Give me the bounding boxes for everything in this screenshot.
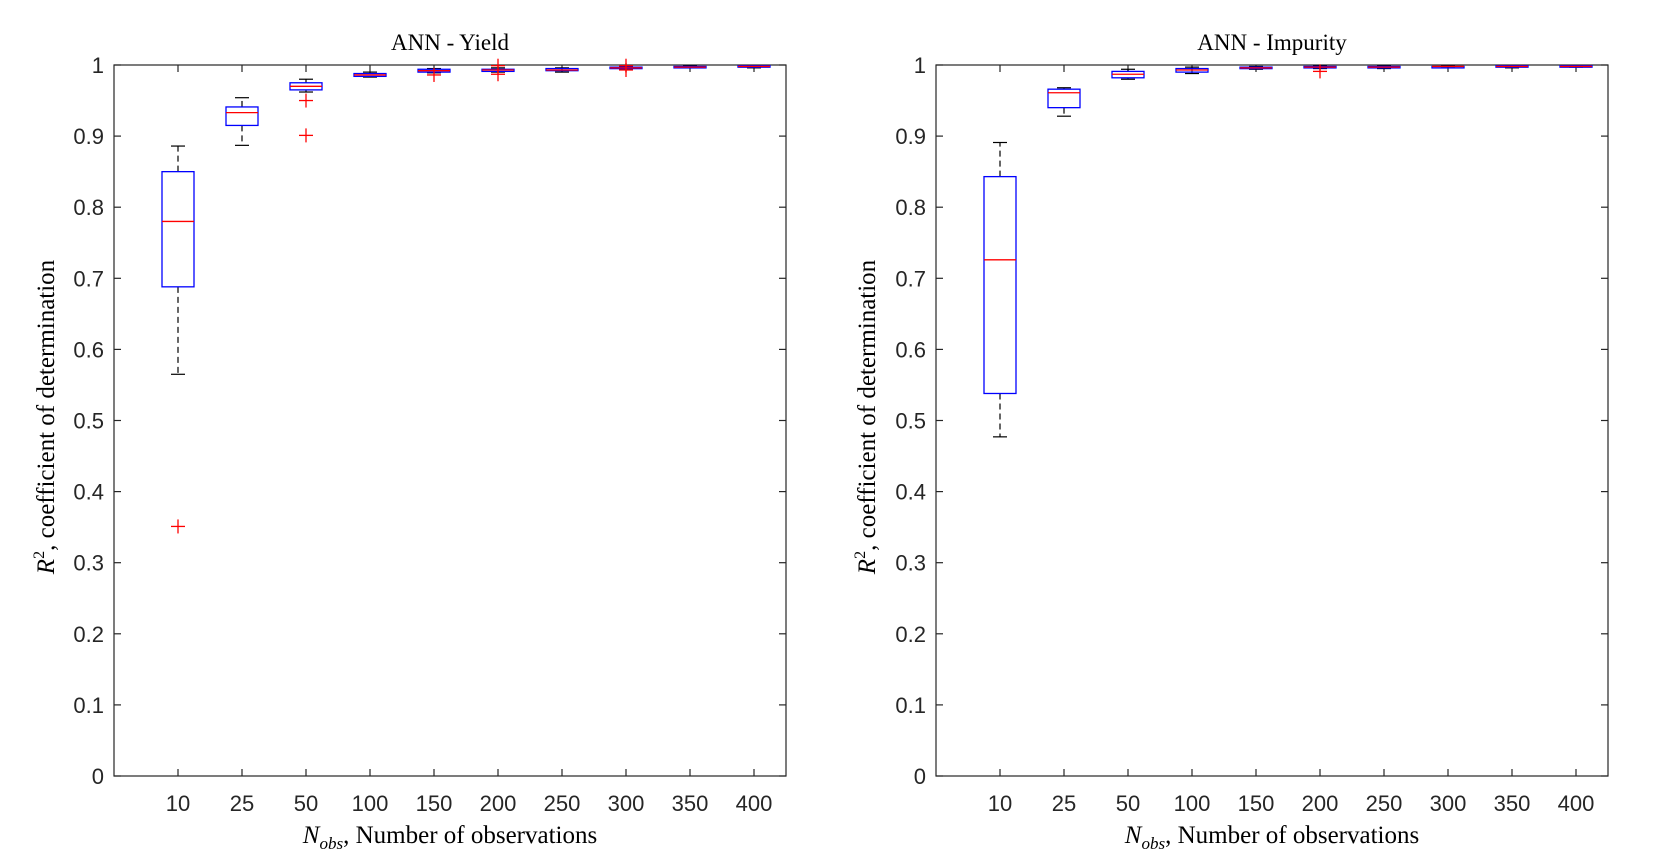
yield-y-tick-label: 0.5 (73, 409, 104, 434)
impurity-x-tick-label: 150 (1238, 791, 1275, 816)
yield-y-tick-label: 0.3 (73, 551, 104, 576)
yield-y-tick-label: 0.2 (73, 622, 104, 647)
impurity-x-tick-label: 25 (1052, 791, 1076, 816)
impurity-y-axis-label: R2, coefficient of determination (852, 259, 881, 575)
yield-x-tick-label: 400 (736, 791, 773, 816)
yield-box-400 (737, 65, 771, 69)
yield-boxplot-panel: ANN - Yield R2, coefficient of determina… (31, 30, 787, 853)
yield-y-tick-label: 0 (92, 764, 104, 789)
yield-box-350 (673, 65, 707, 69)
yield-y-tick-label: 0.8 (73, 195, 104, 220)
impurity-iqr-box (1047, 88, 1081, 109)
impurity-box-150 (1239, 65, 1273, 70)
yield-outlier-marker (619, 58, 633, 73)
yield-x-tick-label: 200 (480, 791, 517, 816)
yield-y-tick-label: 0.7 (73, 266, 104, 291)
impurity-outlier-marker (1313, 64, 1327, 79)
yield-box-50 (289, 78, 323, 143)
impurity-x-tick-label: 200 (1302, 791, 1339, 816)
yield-box-250 (545, 67, 579, 73)
yield-outlier-marker (299, 128, 313, 143)
yield-x-axis-label: Nobs, Number of observations (302, 822, 597, 853)
impurity-box-200 (1303, 64, 1337, 79)
impurity-y-tick-label: 0.8 (895, 195, 926, 220)
impurity-y-tick-label: 0.1 (895, 693, 926, 718)
impurity-x-axis-label: Nobs, Number of observations (1124, 822, 1419, 853)
yield-box-10 (161, 145, 195, 534)
impurity-y-tick-label: 0.6 (895, 337, 926, 362)
yield-y-tick-label: 0.1 (73, 693, 104, 718)
yield-x-tick-label: 250 (544, 791, 581, 816)
yield-axes-frame (113, 64, 787, 777)
impurity-y-tick-label: 1 (914, 53, 926, 78)
yield-x-tick-label: 100 (352, 791, 389, 816)
impurity-box-350 (1495, 65, 1529, 69)
yield-x-tick-label: 25 (230, 791, 254, 816)
yield-iqr-box (225, 106, 259, 127)
impurity-x-tick-label: 250 (1366, 791, 1403, 816)
impurity-y-tick-label: 0.7 (895, 266, 926, 291)
yield-outlier-marker (427, 67, 441, 82)
impurity-y-tick-label: 0.9 (895, 124, 926, 149)
impurity-x-tick-label: 400 (1558, 791, 1595, 816)
yield-y-tick-label: 0.4 (73, 480, 104, 505)
impurity-y-tick-label: 0.5 (895, 409, 926, 434)
yield-iqr-box (161, 170, 195, 288)
impurity-x-tick-label: 350 (1494, 791, 1531, 816)
impurity-y-tick-label: 0.4 (895, 480, 926, 505)
impurity-box-25 (1047, 87, 1081, 117)
impurity-chart-title: ANN - Impurity (1197, 30, 1347, 55)
impurity-y-tick-label: 0 (914, 764, 926, 789)
impurity-x-tick-label: 300 (1430, 791, 1467, 816)
yield-box-25 (225, 97, 259, 146)
yield-outlier-marker (299, 93, 313, 108)
impurity-iqr-box (983, 175, 1017, 395)
impurity-box-50 (1111, 68, 1145, 80)
impurity-x-tick-label: 50 (1116, 791, 1140, 816)
impurity-box-10 (983, 141, 1017, 438)
yield-outlier-marker (491, 58, 505, 73)
yield-x-tick-label: 350 (672, 791, 709, 816)
yield-chart-title: ANN - Yield (391, 30, 509, 55)
impurity-x-tick-label: 10 (988, 791, 1012, 816)
yield-box-200 (481, 58, 515, 82)
impurity-box-100 (1175, 66, 1209, 75)
impurity-axes-frame (935, 64, 1609, 777)
yield-box-150 (417, 67, 451, 82)
impurity-boxplot-panel: ANN - Impurity R2, coefficient of determ… (852, 30, 1609, 853)
impurity-y-tick-label: 0.2 (895, 622, 926, 647)
yield-outlier-marker (171, 519, 185, 534)
impurity-y-tick-label: 0.3 (895, 551, 926, 576)
yield-x-tick-label: 10 (166, 791, 190, 816)
yield-x-tick-label: 300 (608, 791, 645, 816)
yield-y-axis-label: R2, coefficient of determination (31, 259, 60, 575)
impurity-x-tick-label: 100 (1174, 791, 1211, 816)
yield-x-tick-label: 50 (294, 791, 318, 816)
yield-y-tick-label: 0.6 (73, 337, 104, 362)
yield-box-100 (353, 71, 387, 78)
impurity-box-250 (1367, 65, 1401, 70)
impurity-box-300 (1431, 65, 1465, 69)
yield-y-tick-label: 1 (92, 53, 104, 78)
yield-box-300 (609, 58, 643, 77)
impurity-box-400 (1559, 65, 1593, 68)
yield-y-tick-label: 0.9 (73, 124, 104, 149)
yield-x-tick-label: 150 (416, 791, 453, 816)
